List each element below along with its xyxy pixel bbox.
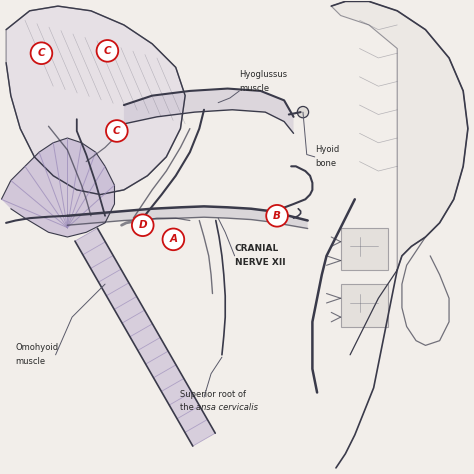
Text: NERVE XII: NERVE XII	[235, 258, 285, 267]
Polygon shape	[341, 228, 388, 270]
Polygon shape	[1, 138, 115, 237]
Text: A: A	[169, 234, 177, 245]
Text: bone: bone	[315, 159, 336, 168]
Text: C: C	[113, 126, 121, 136]
Polygon shape	[75, 228, 215, 446]
Text: B: B	[273, 211, 281, 221]
Text: D: D	[138, 220, 147, 230]
Circle shape	[297, 107, 309, 118]
Circle shape	[163, 228, 184, 250]
Text: ansa cervicalis: ansa cervicalis	[196, 403, 258, 412]
Text: the: the	[181, 403, 197, 412]
Text: Hyoglussus: Hyoglussus	[239, 70, 288, 79]
Polygon shape	[341, 284, 388, 327]
Text: muscle: muscle	[239, 84, 270, 93]
Circle shape	[97, 40, 118, 62]
Text: C: C	[37, 48, 45, 58]
Text: Hyoid: Hyoid	[315, 146, 339, 155]
Polygon shape	[124, 89, 293, 133]
Text: C: C	[104, 46, 111, 56]
Circle shape	[106, 120, 128, 142]
Circle shape	[132, 214, 154, 236]
Polygon shape	[331, 1, 468, 270]
Circle shape	[31, 42, 52, 64]
Text: muscle: muscle	[16, 357, 46, 366]
Text: Omohyoid: Omohyoid	[16, 343, 59, 352]
Circle shape	[266, 205, 288, 227]
Text: Superior root of: Superior root of	[181, 391, 246, 400]
Polygon shape	[67, 206, 308, 228]
Polygon shape	[6, 6, 185, 195]
Text: CRANIAL: CRANIAL	[235, 244, 279, 253]
